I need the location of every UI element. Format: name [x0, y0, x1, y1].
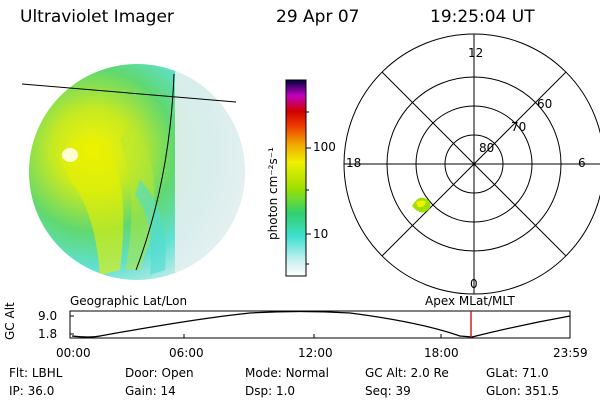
- time-tick-2359: 23:59: [553, 346, 588, 360]
- info-flt: Flt: LBHL: [9, 366, 63, 380]
- mlat-label-80: 80: [479, 141, 495, 155]
- time-label: 19:25:04 UT: [430, 7, 535, 27]
- info-door: Door: Open: [125, 366, 194, 380]
- altitude-curve: [71, 310, 571, 338]
- altitude-plot: [69, 310, 571, 339]
- info-dsp: Dsp: 1.0: [245, 384, 296, 398]
- mlat-label-70: 70: [511, 120, 527, 134]
- colorbar: [285, 79, 311, 277]
- altitude-ytick-high: 9.0: [38, 309, 58, 323]
- time-tick-1800: 18:00: [424, 346, 459, 360]
- colorbar-tick-10: 10: [313, 227, 329, 241]
- uv-image-globe: [21, 64, 245, 280]
- mlt-label-12: 12: [468, 46, 484, 60]
- left-projection-label: Geographic Lat/Lon: [70, 294, 188, 308]
- lat-grid-line: [21, 83, 237, 103]
- date-label: 29 Apr 07: [276, 7, 360, 27]
- app-title: Ultraviolet Imager: [20, 7, 174, 27]
- time-tick-0600: 06:00: [169, 346, 204, 360]
- altitude-ylabel: GC Alt: [3, 302, 17, 340]
- info-glat: GLat: 71.0: [486, 366, 549, 380]
- right-projection-label: Apex MLat/MLT: [425, 294, 515, 308]
- info-gc-alt: GC Alt: 2.0 Re: [365, 366, 449, 380]
- mlt-label-18: 18: [346, 156, 362, 170]
- mlt-label-6: 6: [578, 156, 586, 170]
- colorbar-tick-100: 100: [313, 140, 336, 154]
- colorbar-unit-label: photon cm⁻²s⁻¹: [266, 147, 280, 240]
- time-tick-0000: 00:00: [56, 346, 91, 360]
- altitude-ytick-low: 1.8: [38, 327, 58, 341]
- mlat-label-60: 60: [537, 97, 553, 111]
- info-mode: Mode: Normal: [245, 366, 329, 380]
- info-glon: GLon: 351.5: [486, 384, 559, 398]
- lon-grid-line: [135, 73, 175, 271]
- info-seq: Seq: 39: [365, 384, 411, 398]
- info-gain: Gain: 14: [125, 384, 176, 398]
- info-ip: IP: 36.0: [9, 384, 55, 398]
- polar-plot: [343, 33, 600, 295]
- mlt-label-0: 0: [470, 277, 478, 291]
- time-tick-1200: 12:00: [298, 346, 333, 360]
